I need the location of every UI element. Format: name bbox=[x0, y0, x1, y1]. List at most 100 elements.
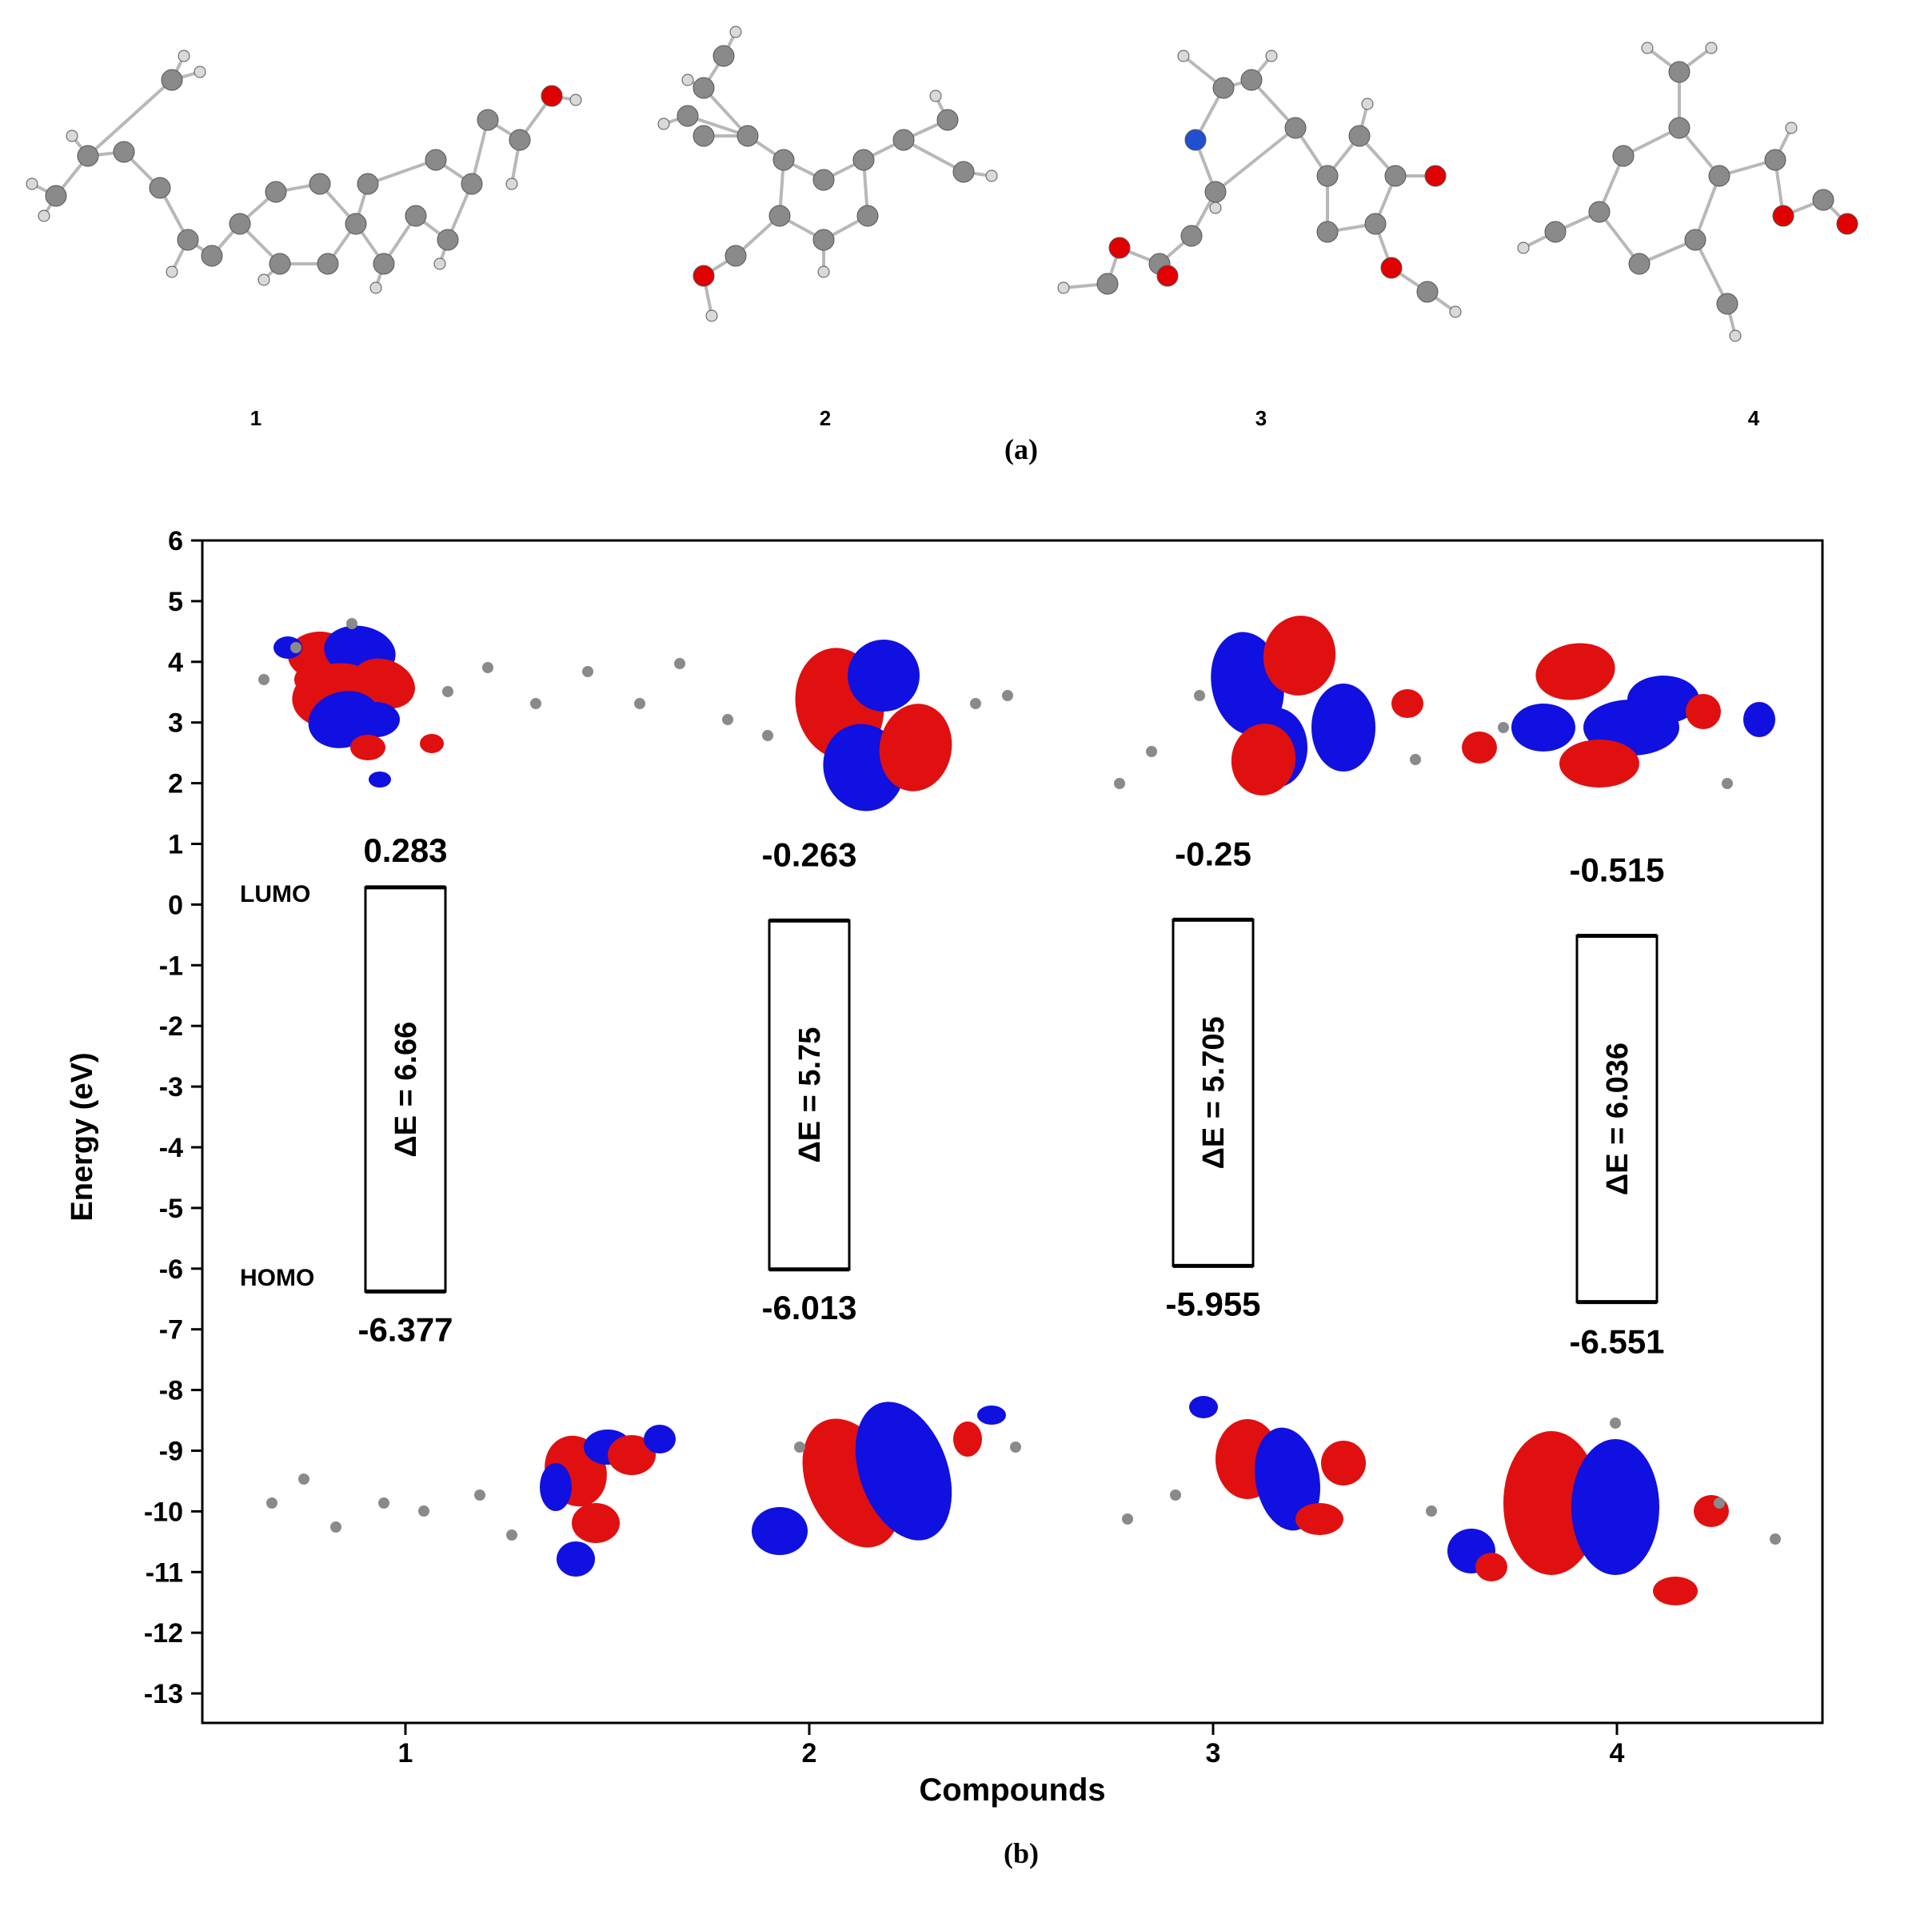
orbital-molecule-atom bbox=[1002, 690, 1013, 701]
hydrogen-atom bbox=[681, 74, 694, 86]
orbital-molecule-atom bbox=[634, 698, 645, 709]
homo-orbital-lobe bbox=[977, 1406, 1006, 1425]
carbon-atom bbox=[812, 169, 835, 191]
homo-orbital-lobe bbox=[1189, 1396, 1218, 1418]
carbon-atom bbox=[1708, 165, 1730, 187]
homo-value-label: -5.955 bbox=[1165, 1285, 1260, 1322]
y-tick-label: -7 bbox=[159, 1315, 183, 1346]
carbon-atom bbox=[713, 45, 735, 67]
bond bbox=[1598, 210, 1641, 265]
bond bbox=[367, 158, 437, 185]
lumo-marker-label: LUMO bbox=[240, 881, 310, 907]
orbital-molecule-atom bbox=[674, 658, 685, 669]
orbital-molecule-atom bbox=[1114, 778, 1125, 789]
hydrogen-atom bbox=[729, 26, 742, 38]
carbon-atom bbox=[1588, 201, 1611, 223]
homo-orbital-lobe bbox=[540, 1463, 572, 1511]
hydrogen-atom bbox=[66, 130, 78, 142]
hydrogen-atom bbox=[817, 265, 830, 278]
lumo-orbital-lobe bbox=[1686, 694, 1721, 729]
oxygen-atom bbox=[541, 85, 563, 107]
y-tick-label: -5 bbox=[159, 1194, 183, 1224]
y-tick-label: -10 bbox=[144, 1497, 183, 1527]
orbital-molecule-atom bbox=[1194, 690, 1205, 701]
carbon-atom bbox=[1240, 69, 1263, 91]
carbon-atom bbox=[1668, 61, 1690, 83]
orbital-molecule-atom bbox=[330, 1521, 341, 1533]
carbon-atom bbox=[373, 253, 395, 275]
molecule-3 bbox=[1057, 50, 1462, 318]
y-tick-label: 6 bbox=[168, 526, 183, 556]
carbon-atom bbox=[405, 205, 427, 227]
orbital-molecule-atom bbox=[762, 730, 773, 741]
carbon-atom bbox=[1348, 125, 1371, 147]
carbon-atom bbox=[229, 213, 251, 235]
bond bbox=[1694, 239, 1729, 305]
bond bbox=[1214, 126, 1297, 193]
carbon-atom bbox=[161, 69, 183, 91]
hydrogen-atom bbox=[1729, 329, 1742, 342]
carbon-atom bbox=[677, 105, 699, 127]
panel-a-caption: (a) bbox=[1004, 433, 1038, 465]
hydrogen-atom bbox=[178, 50, 190, 62]
carbon-atom bbox=[768, 205, 791, 227]
carbon-atom bbox=[693, 77, 715, 99]
orbital-molecule-atom bbox=[1722, 778, 1733, 789]
molecule-2 bbox=[657, 26, 998, 322]
hydrogen-atom bbox=[985, 169, 998, 182]
lumo-orbital-lobe bbox=[273, 636, 302, 659]
hydrogen-atom bbox=[505, 177, 518, 190]
plot-frame bbox=[201, 539, 1824, 1725]
carbon-atom bbox=[856, 205, 879, 227]
orbital-molecule-atom bbox=[1010, 1441, 1021, 1453]
y-tick-label: -6 bbox=[159, 1254, 183, 1285]
y-tick-label: 2 bbox=[168, 769, 183, 799]
orbital-illustrations bbox=[258, 616, 1781, 1605]
orbital-molecule-atom bbox=[290, 642, 301, 653]
carbon-atom bbox=[509, 129, 531, 151]
bond bbox=[86, 78, 174, 158]
lumo-orbital-lobe bbox=[1559, 740, 1639, 788]
carbon-atom bbox=[1684, 229, 1706, 251]
y-tick-label: -9 bbox=[159, 1437, 183, 1467]
hydrogen-atom bbox=[1517, 241, 1530, 254]
y-tick-label: 4 bbox=[168, 648, 183, 678]
oxygen-atom bbox=[693, 265, 715, 287]
panel-b-caption: (b) bbox=[1004, 1837, 1039, 1869]
carbon-atom bbox=[1716, 293, 1738, 315]
gap-bars: 0.283 -6.377 ΔE = 6.66 -0.263 -6.013 ΔE = 5.7… bbox=[357, 831, 1664, 1361]
molecule-1 bbox=[26, 50, 582, 294]
hydrogen-atom bbox=[1785, 122, 1798, 134]
y-tick-label: -8 bbox=[159, 1376, 183, 1406]
carbon-atom bbox=[425, 149, 447, 171]
lumo-orbital-lobe bbox=[353, 658, 415, 709]
carbon-atom bbox=[461, 173, 483, 195]
x-tick-label: 1 bbox=[398, 1738, 413, 1768]
carbon-atom bbox=[1612, 145, 1635, 167]
bond bbox=[702, 86, 749, 138]
carbon-atom bbox=[1812, 189, 1834, 211]
carbon-atom bbox=[724, 245, 747, 267]
oxygen-atom bbox=[1108, 237, 1131, 259]
carbon-atom bbox=[1668, 117, 1690, 139]
carbon-atom bbox=[265, 181, 287, 203]
hydrogen-atom bbox=[166, 265, 178, 278]
carbon-atom bbox=[149, 177, 171, 199]
orbital-molecule-atom bbox=[970, 698, 981, 709]
carbon-atom bbox=[113, 141, 135, 163]
orbital-molecule-atom bbox=[346, 618, 357, 629]
carbon-atom bbox=[177, 229, 199, 251]
lumo-orbital-lobe bbox=[369, 772, 391, 788]
carbon-atom bbox=[45, 185, 67, 207]
carbon-atom bbox=[1416, 281, 1439, 303]
bond bbox=[903, 138, 964, 173]
lumo-orbital-lobe bbox=[308, 691, 380, 748]
orbital-molecule-atom bbox=[482, 662, 493, 673]
carbon-atom bbox=[952, 161, 975, 183]
homo-orbital-lobe bbox=[1571, 1439, 1659, 1575]
carbon-atom bbox=[1284, 117, 1307, 139]
orbital-molecule-atom bbox=[794, 1441, 805, 1453]
carbon-atom bbox=[1544, 221, 1567, 243]
lumo-orbital-lobe bbox=[352, 702, 400, 737]
orbital-molecule-atom bbox=[1770, 1533, 1781, 1545]
